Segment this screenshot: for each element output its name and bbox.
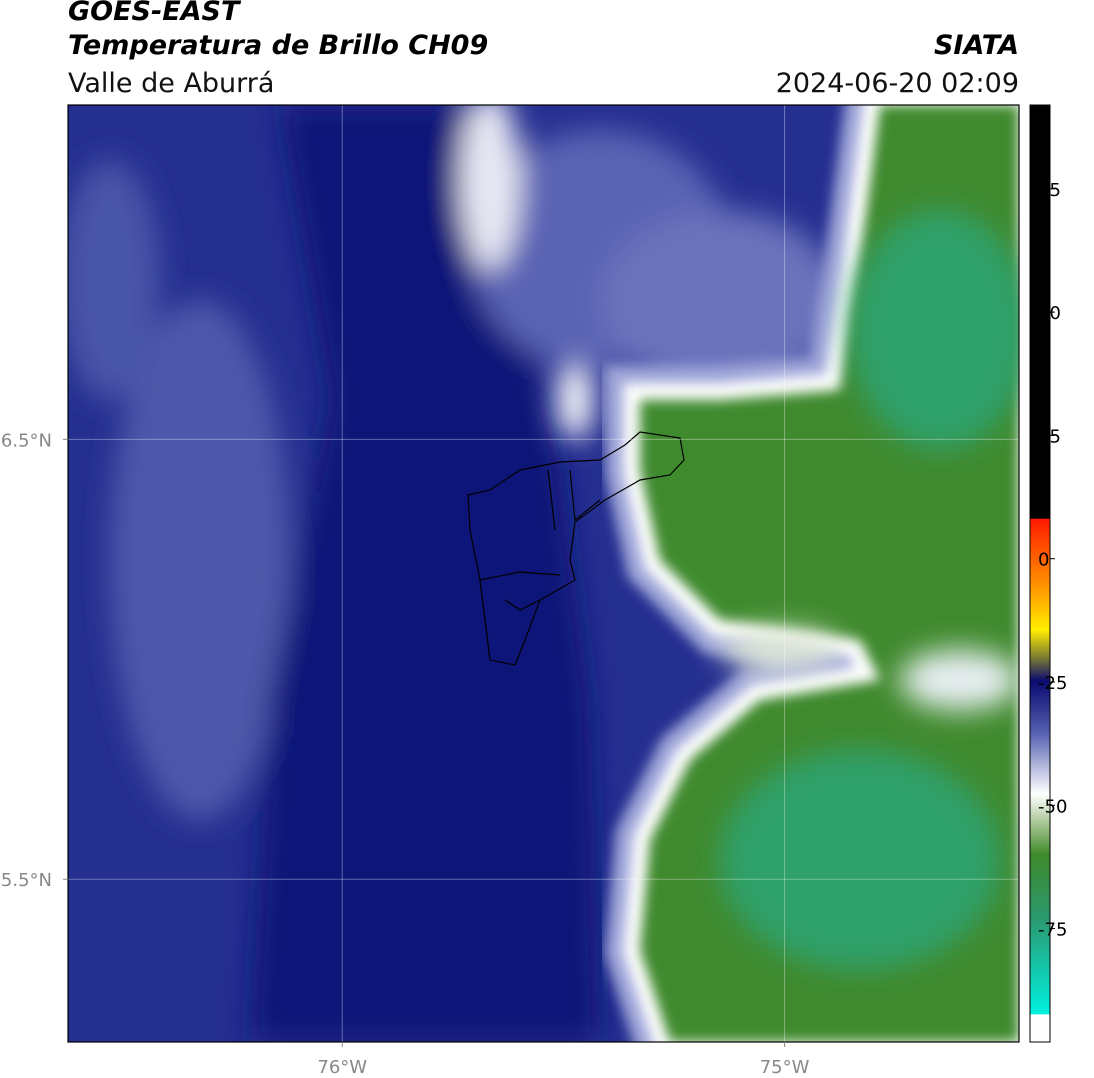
colorbar-tick-label: 25 [1038, 426, 1061, 447]
satellite-image [68, 105, 1019, 1042]
colorbar-tick-label: 75 [1038, 180, 1061, 201]
region: Valle de Aburrá [68, 68, 274, 99]
map-frame [67, 104, 1020, 1043]
y-tick-label: 5.5°N [1, 870, 52, 891]
colorbar [1029, 104, 1051, 1043]
subtitle: Temperatura de Brillo CH09 [68, 30, 488, 61]
source: SIATA [934, 30, 1019, 61]
colorbar-tick-label: -75 [1038, 920, 1067, 941]
x-tick-label: 75°W [760, 1057, 810, 1078]
y-tick-label: 6.5°N [1, 430, 52, 451]
colorbar-tick-label: 0 [1038, 550, 1049, 571]
colorbar-tick-label: -50 [1038, 796, 1067, 817]
title: GOES-EAST [68, 0, 242, 27]
datetime: 2024-06-20 02:09 [776, 68, 1019, 99]
colorbar-tick-label: 50 [1038, 303, 1061, 324]
basin-outline [467, 431, 685, 666]
x-tick-label: 76°W [317, 1057, 367, 1078]
colorbar-tick-label: -25 [1038, 673, 1067, 694]
